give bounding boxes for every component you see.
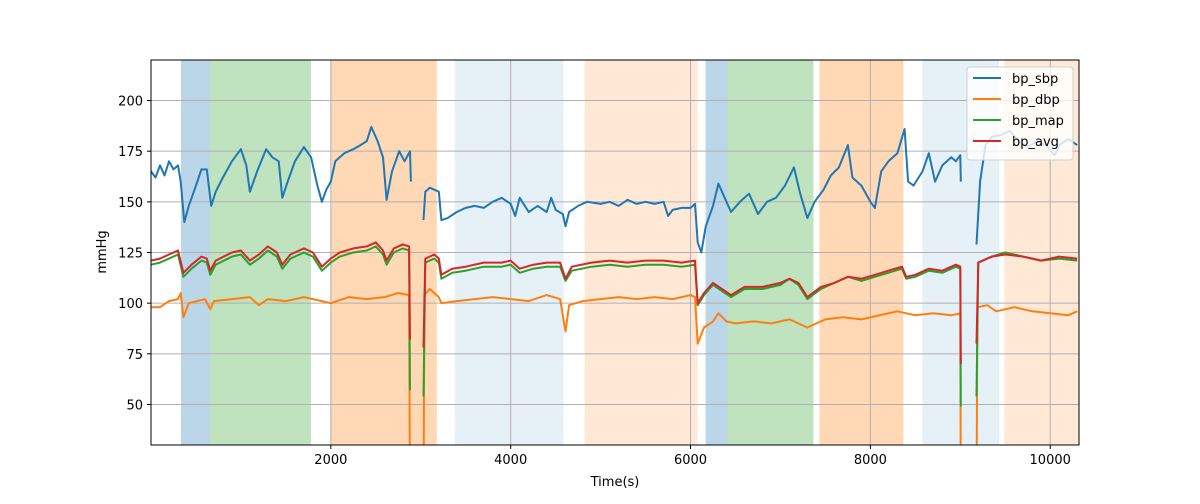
y-axis-label: mmHg [95, 230, 110, 273]
y-tick-label: 200 [118, 95, 143, 110]
x-tick-label: 4000 [494, 453, 527, 468]
y-tick-label: 75 [126, 348, 143, 363]
y-tick-label: 100 [118, 297, 143, 312]
series-lines [151, 125, 1078, 445]
series-line-bp-dbp [151, 288, 1078, 445]
x-tick-label: 8000 [854, 453, 887, 468]
x-tick-label: 10000 [1030, 453, 1071, 468]
legend-label: bp_sbp [1012, 72, 1058, 87]
legend: bp_sbp bp_dbp bp_map bp_avg [966, 66, 1074, 161]
y-tick-label: 175 [118, 145, 143, 160]
x-tick-label: 2000 [314, 453, 347, 468]
axis-ticks: 2000 4000 6000 8000 10000 50 75 100 125 150 175 200 [118, 95, 1071, 468]
x-tick-label: 6000 [674, 453, 707, 468]
legend-label: bp_map [1012, 114, 1064, 129]
legend-box [966, 66, 1074, 161]
legend-label: bp_avg [1012, 135, 1059, 150]
series-line-bp-avg [151, 241, 1078, 364]
legend-label: bp_dbp [1012, 93, 1060, 108]
y-tick-label: 150 [118, 196, 143, 211]
y-tick-label: 125 [118, 247, 143, 262]
y-tick-label: 50 [126, 398, 143, 413]
x-axis-label: Time(s) [590, 475, 640, 490]
